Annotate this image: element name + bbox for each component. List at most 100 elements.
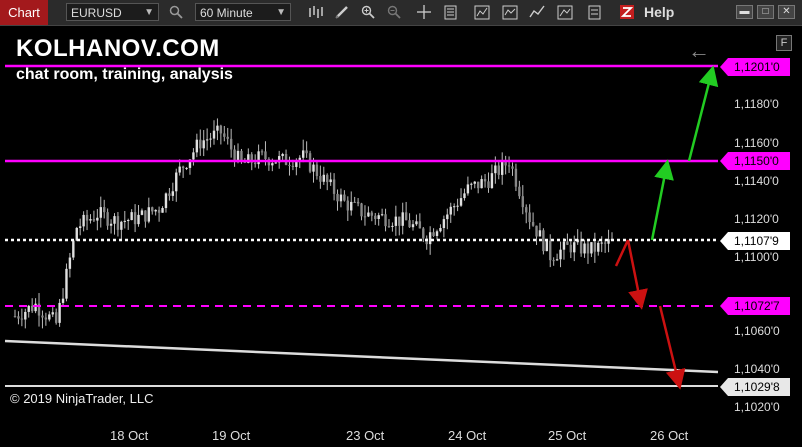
crosshair-icon[interactable] bbox=[414, 3, 434, 22]
candle-body bbox=[391, 225, 394, 227]
candle-body bbox=[432, 232, 435, 236]
candle-body bbox=[226, 136, 229, 139]
instrument-selector[interactable]: EURUSD ▼ bbox=[66, 3, 159, 21]
candle-body bbox=[99, 207, 102, 218]
candle-body bbox=[538, 230, 542, 237]
close-icon[interactable]: ✕ bbox=[778, 5, 795, 19]
minimize-icon[interactable]: ▬ bbox=[736, 5, 753, 19]
price-axis-label: 1,1120'0 bbox=[734, 212, 779, 226]
candle-body bbox=[181, 166, 185, 168]
candle-body bbox=[315, 164, 319, 176]
candle-body bbox=[212, 130, 216, 139]
candle-body bbox=[476, 181, 480, 189]
candle-body bbox=[168, 193, 171, 196]
candle-body bbox=[511, 166, 514, 169]
indicators-icon[interactable] bbox=[500, 3, 520, 22]
candle-body bbox=[199, 139, 202, 149]
candle-body bbox=[144, 210, 147, 222]
candle-body bbox=[106, 212, 109, 226]
price-axis-label: 1,1020'0 bbox=[734, 400, 780, 414]
zoom-out-icon[interactable] bbox=[384, 3, 404, 22]
candle-body bbox=[387, 226, 391, 228]
candle-body bbox=[157, 209, 161, 213]
candle-body bbox=[65, 268, 68, 299]
candle-body bbox=[123, 220, 126, 222]
candle-body bbox=[579, 239, 583, 254]
candle-body bbox=[418, 221, 422, 229]
candle-body bbox=[54, 312, 58, 323]
candle-body bbox=[175, 172, 178, 192]
candle-body bbox=[140, 210, 144, 215]
ninjatrader-logo-icon bbox=[617, 3, 637, 22]
candle-body bbox=[380, 214, 384, 216]
data-box-icon[interactable] bbox=[555, 3, 575, 22]
candle-body bbox=[205, 139, 209, 141]
candle-body bbox=[295, 160, 298, 167]
candle-body bbox=[58, 302, 61, 323]
candle-body bbox=[528, 212, 531, 223]
candle-body bbox=[113, 216, 116, 224]
candle-body bbox=[68, 257, 72, 269]
candle-body bbox=[51, 312, 54, 315]
candle-body bbox=[164, 193, 168, 209]
trend-icon[interactable] bbox=[527, 3, 547, 22]
candle-body bbox=[312, 164, 315, 172]
candle-body bbox=[398, 216, 401, 226]
time-axis-label: 24 Oct bbox=[448, 428, 487, 443]
pencil-icon[interactable] bbox=[332, 3, 352, 22]
zoom-in-icon[interactable] bbox=[358, 3, 378, 22]
candle-body bbox=[30, 305, 34, 312]
candle-body bbox=[404, 212, 408, 221]
candle-body bbox=[202, 140, 205, 149]
down-arrow-2 bbox=[626, 239, 648, 310]
candle-body bbox=[350, 201, 353, 211]
time-axis-label: 23 Oct bbox=[346, 428, 385, 443]
candle-body bbox=[247, 154, 250, 163]
help-menu[interactable]: Help bbox=[644, 4, 675, 20]
candle-body bbox=[96, 217, 99, 221]
candle-body bbox=[250, 154, 253, 163]
candle-body bbox=[446, 214, 449, 220]
candle-body bbox=[302, 150, 305, 158]
candle-body bbox=[291, 165, 295, 167]
candle-body bbox=[75, 227, 78, 241]
candle-body bbox=[48, 314, 51, 320]
price-chart[interactable] bbox=[0, 26, 802, 447]
price-tag-upper-target: 1,1201'0 bbox=[720, 58, 790, 76]
candle-body bbox=[545, 240, 549, 252]
watermark-subtitle: chat room, training, analysis bbox=[16, 66, 233, 83]
candle-body bbox=[401, 212, 404, 226]
chevron-down-icon: ▼ bbox=[276, 7, 286, 18]
chart-tab[interactable]: Chart bbox=[0, 0, 48, 25]
price-tag-resistance: 1,1150'0 bbox=[720, 152, 790, 170]
search-icon[interactable] bbox=[166, 3, 186, 22]
candle-body bbox=[298, 157, 301, 161]
candle-body bbox=[555, 259, 559, 261]
candle-body bbox=[514, 168, 518, 187]
interval-selector[interactable]: 60 Minute ▼ bbox=[195, 3, 291, 21]
candle-body bbox=[531, 222, 535, 226]
chart-toolbar: Chart EURUSD ▼ 60 Minute ▼ bbox=[0, 0, 802, 26]
candle-body bbox=[559, 249, 562, 260]
panel-properties-button[interactable]: F bbox=[776, 35, 792, 51]
properties-icon[interactable] bbox=[441, 3, 461, 22]
strategy-icon[interactable] bbox=[472, 3, 492, 22]
time-axis-label: 26 Oct bbox=[650, 428, 689, 443]
candle-body bbox=[562, 241, 566, 250]
bar-type-icon[interactable] bbox=[306, 3, 326, 22]
candle-body bbox=[120, 221, 123, 230]
candle-body bbox=[20, 318, 24, 320]
arrow-left-icon[interactable]: ← bbox=[688, 38, 710, 63]
candle-body bbox=[195, 139, 199, 153]
candle-body bbox=[274, 162, 277, 164]
price-axis-label: 1,1040'0 bbox=[734, 362, 780, 376]
candle-body bbox=[216, 125, 219, 131]
watermark-title: KOLHANOV.COM bbox=[16, 35, 220, 62]
maximize-icon[interactable]: □ bbox=[757, 5, 774, 19]
candle-body bbox=[332, 179, 336, 194]
candle-body bbox=[44, 317, 48, 320]
candle-body bbox=[384, 214, 387, 227]
template-icon[interactable] bbox=[585, 3, 605, 22]
candle-body bbox=[116, 216, 120, 230]
candle-body bbox=[178, 166, 181, 173]
